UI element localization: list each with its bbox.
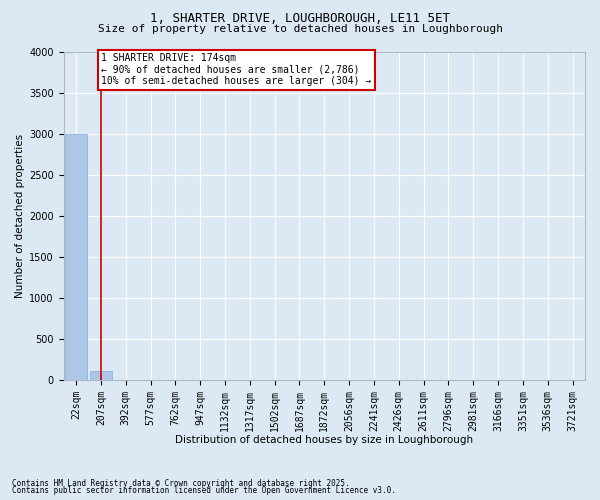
X-axis label: Distribution of detached houses by size in Loughborough: Distribution of detached houses by size …: [175, 435, 473, 445]
Bar: [90, 371, 112, 380]
Text: 1, SHARTER DRIVE, LOUGHBOROUGH, LE11 5ET: 1, SHARTER DRIVE, LOUGHBOROUGH, LE11 5ET: [150, 12, 450, 26]
Text: Contains public sector information licensed under the Open Government Licence v3: Contains public sector information licen…: [12, 486, 396, 495]
Y-axis label: Number of detached properties: Number of detached properties: [15, 134, 25, 298]
Text: Size of property relative to detached houses in Loughborough: Size of property relative to detached ho…: [97, 24, 503, 34]
Bar: [65, 134, 87, 380]
Text: Contains HM Land Registry data © Crown copyright and database right 2025.: Contains HM Land Registry data © Crown c…: [12, 478, 350, 488]
Text: 1 SHARTER DRIVE: 174sqm
← 90% of detached houses are smaller (2,786)
10% of semi: 1 SHARTER DRIVE: 174sqm ← 90% of detache…: [101, 53, 371, 86]
